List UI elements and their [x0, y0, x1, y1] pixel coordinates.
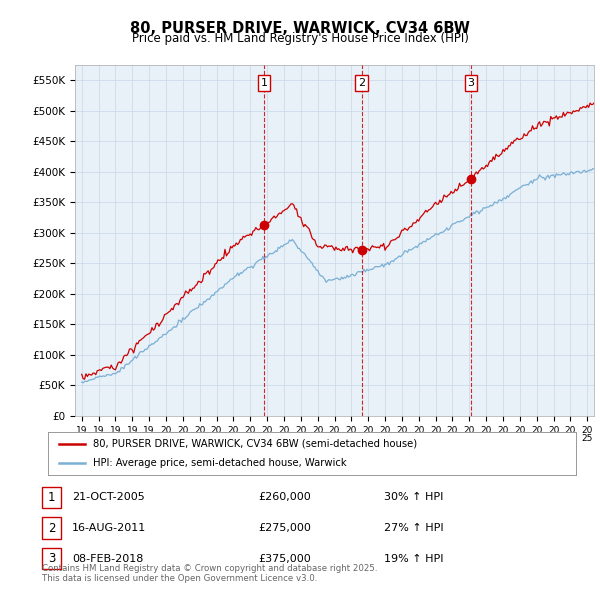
Text: £375,000: £375,000	[258, 554, 311, 563]
Text: HPI: Average price, semi-detached house, Warwick: HPI: Average price, semi-detached house,…	[93, 458, 347, 468]
Text: 27% ↑ HPI: 27% ↑ HPI	[384, 523, 443, 533]
Text: 21-OCT-2005: 21-OCT-2005	[72, 493, 145, 502]
Text: £260,000: £260,000	[258, 493, 311, 502]
Text: 80, PURSER DRIVE, WARWICK, CV34 6BW (semi-detached house): 80, PURSER DRIVE, WARWICK, CV34 6BW (sem…	[93, 439, 417, 449]
Text: 1: 1	[48, 491, 55, 504]
Text: 2: 2	[48, 522, 55, 535]
Text: 3: 3	[48, 552, 55, 565]
Text: 1: 1	[260, 78, 268, 88]
Text: 19% ↑ HPI: 19% ↑ HPI	[384, 554, 443, 563]
Text: £275,000: £275,000	[258, 523, 311, 533]
Text: 2: 2	[358, 78, 365, 88]
Text: Contains HM Land Registry data © Crown copyright and database right 2025.
This d: Contains HM Land Registry data © Crown c…	[42, 563, 377, 583]
Text: 30% ↑ HPI: 30% ↑ HPI	[384, 493, 443, 502]
Text: 16-AUG-2011: 16-AUG-2011	[72, 523, 146, 533]
Text: Price paid vs. HM Land Registry's House Price Index (HPI): Price paid vs. HM Land Registry's House …	[131, 32, 469, 45]
Text: 3: 3	[467, 78, 475, 88]
Text: 80, PURSER DRIVE, WARWICK, CV34 6BW: 80, PURSER DRIVE, WARWICK, CV34 6BW	[130, 21, 470, 35]
Text: 08-FEB-2018: 08-FEB-2018	[72, 554, 143, 563]
